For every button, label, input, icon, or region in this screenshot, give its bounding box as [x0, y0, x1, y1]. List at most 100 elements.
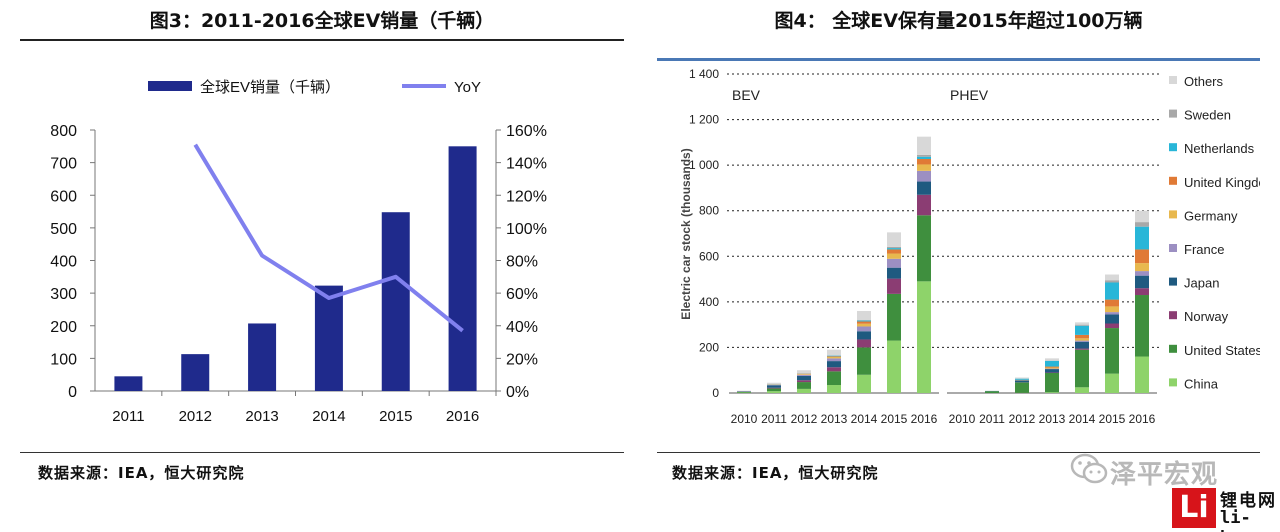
- y2-tick-label: 160%: [506, 123, 547, 140]
- stack-segment: [917, 194, 931, 216]
- stack-segment: [1045, 360, 1059, 367]
- stack-segment: [1105, 323, 1119, 329]
- x-tick-label: 2011: [761, 412, 787, 426]
- stack-segment: [1045, 392, 1059, 393]
- left-source-note: 数据来源：IEA，恒大研究院: [38, 464, 245, 482]
- y-tick-label: 600: [699, 249, 719, 263]
- legend-swatch: [1169, 378, 1177, 387]
- stack-segment: [797, 375, 811, 381]
- legend-label-yoy: YoY: [454, 79, 481, 96]
- ev-stock-chart: Electric car stock (thousands) 0 200 400 600…: [679, 67, 1260, 426]
- stack-segment: [887, 293, 901, 341]
- stack-segment: [1075, 341, 1089, 349]
- stack-segment: [1015, 378, 1029, 380]
- right-bottom-rule: [657, 452, 1260, 453]
- stack-segment: [1015, 382, 1029, 393]
- stack-segment: [917, 156, 931, 159]
- right-title-rule: [657, 58, 1260, 61]
- legend-swatch: [1169, 210, 1177, 219]
- stack-segment: [767, 385, 781, 388]
- stack-segment: [917, 154, 931, 157]
- sales-bar: [248, 323, 277, 391]
- x-tick-label: 2012: [791, 412, 818, 426]
- stack-segment: [1075, 322, 1089, 325]
- stack-segment: [857, 321, 871, 324]
- x-tick-label: 2011: [112, 408, 144, 425]
- stack-segment: [917, 281, 931, 393]
- y-tick-label: 1 000: [689, 158, 719, 172]
- stack-segment: [887, 258, 901, 268]
- stack-segment: [1045, 369, 1059, 373]
- x-tick-label: 2013: [821, 412, 848, 426]
- legend-swatch-sales: [148, 81, 192, 91]
- y2-tick-label: 120%: [506, 188, 547, 205]
- logo-name: 锂电网: [1220, 491, 1277, 511]
- left-bottom-rule: [20, 452, 624, 453]
- stack-segment: [857, 326, 871, 332]
- stack-segment: [917, 215, 931, 282]
- stack-segment: [1045, 366, 1059, 368]
- stack-segment: [1105, 373, 1119, 393]
- stack-segment: [1075, 324, 1089, 326]
- right-chart-title: 图4： 全球EV保有量2015年超过100万辆: [774, 10, 1143, 32]
- stack-segment: [1015, 377, 1029, 379]
- y2-tick-label: 100%: [506, 221, 547, 238]
- stack-segment: [767, 387, 781, 389]
- stack-segment: [1075, 348, 1089, 350]
- stack-segment: [1105, 328, 1119, 374]
- y2-tick-label: 40%: [506, 319, 538, 336]
- stack-segment: [797, 388, 811, 393]
- legend-label: United Kingdom: [1184, 175, 1260, 190]
- legend-swatch: [1169, 344, 1177, 353]
- legend-label: Others: [1184, 74, 1224, 89]
- legend-swatch: [1169, 244, 1177, 252]
- yoy-line: [193, 143, 464, 333]
- x-tick-label: 2013: [245, 408, 278, 425]
- sales-bar: [448, 146, 477, 391]
- legend-swatch: [1169, 76, 1177, 84]
- stack-segment: [1105, 282, 1119, 300]
- right-source-note: 数据来源：IEA，恒大研究院: [672, 464, 879, 482]
- stack-segment: [887, 340, 901, 393]
- stack-segment: [767, 388, 781, 392]
- x-tick-label: 2016: [446, 408, 479, 425]
- y-tick-label: 700: [50, 156, 77, 173]
- y-tick-label: 500: [50, 221, 77, 238]
- stack-segment: [1075, 349, 1089, 388]
- legend-label: Norway: [1184, 309, 1229, 324]
- legend-swatch: [1169, 176, 1177, 185]
- ev-sales-chart: 0 100 200 300 400 500 600 700 800 0% 20% 40% 60% 80% 1…: [50, 78, 547, 425]
- stack-segment: [887, 267, 901, 279]
- legend-label: Netherlands: [1184, 141, 1255, 156]
- legend-swatch: [1169, 277, 1177, 286]
- wechat-icon: [1070, 453, 1108, 484]
- x-tick-label: 2016: [911, 412, 938, 426]
- y-tick-label: 800: [50, 123, 77, 140]
- panel-label: BEV: [732, 87, 761, 103]
- y-tick-label: 1 200: [689, 113, 719, 127]
- x-tick-label: 2015: [881, 412, 908, 426]
- x-tick-label: 2012: [1009, 412, 1036, 426]
- stack-segment: [887, 246, 901, 249]
- stack-segment: [857, 323, 871, 327]
- legend-label: China: [1184, 376, 1219, 391]
- sales-bar: [181, 354, 210, 391]
- legend-swatch: [1169, 311, 1177, 320]
- stack-segment: [827, 356, 841, 359]
- stack-segment: [767, 382, 781, 385]
- x-tick-label: 2011: [979, 412, 1005, 426]
- x-tick-label: 2010: [731, 412, 758, 426]
- x-tick-label: 2014: [1069, 412, 1096, 426]
- stack-segment: [827, 361, 841, 368]
- stack-segment: [1135, 226, 1149, 250]
- stack-segment: [827, 355, 841, 357]
- x-tick-label: 2015: [379, 408, 412, 425]
- y-tick-label: 0: [712, 386, 719, 400]
- stack-segment: [1105, 274, 1119, 281]
- y-tick-label: 100: [50, 351, 77, 368]
- y2-tick-label: 60%: [506, 286, 538, 303]
- sales-bar: [114, 376, 143, 391]
- stack-segment: [797, 370, 811, 374]
- x-tick-label: 2015: [1099, 412, 1126, 426]
- stack-segment: [767, 391, 781, 393]
